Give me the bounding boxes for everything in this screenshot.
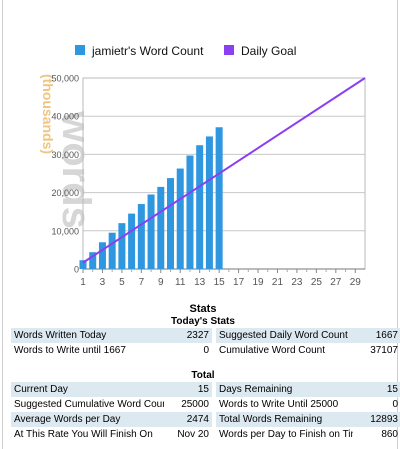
x-tick-label: 17	[233, 277, 245, 288]
stat-label: Words per Day to Finish on Time	[219, 429, 353, 440]
stat-value: 860	[381, 429, 398, 440]
stat-label: Words Written Today	[11, 328, 164, 343]
stat-value: Nov 20	[177, 429, 209, 440]
stat-value: 37107	[370, 345, 398, 356]
bar	[147, 194, 155, 269]
bar	[118, 223, 126, 269]
y-tick-label: 40,000	[51, 112, 79, 122]
table-row: Average Words per Day 2474 Total Words R…	[11, 412, 400, 427]
y-tick-label: 50,000	[51, 74, 79, 84]
table-row: Suggested Cumulative Word Count 25000 Wo…	[11, 397, 400, 412]
x-tick-label: 27	[330, 277, 342, 288]
table-row: At This Rate You Will Finish On Nov 20 W…	[11, 427, 400, 442]
stat-label: Suggested Daily Word Count	[216, 328, 353, 343]
stat-value: 15	[164, 382, 212, 397]
stat-value: 1667	[353, 328, 400, 343]
total-stats-title: Total	[191, 370, 215, 381]
stat-label: Average Words per Day	[11, 412, 164, 427]
stat-value: 25000	[181, 399, 209, 410]
y-tick-label: 20,000	[51, 188, 79, 198]
x-tick-label: 23	[291, 277, 303, 288]
table-row: Current Day 15 Days Remaining 15	[11, 382, 400, 397]
x-tick-label: 21	[272, 277, 284, 288]
stat-label: Current Day	[11, 382, 164, 397]
stat-value: 0	[392, 399, 398, 410]
stat-label: Words to Write Until 25000	[219, 399, 339, 410]
x-tick-label: 25	[311, 277, 323, 288]
bar	[108, 232, 116, 269]
stat-value: 15	[353, 382, 400, 397]
x-tick-label: 13	[194, 277, 206, 288]
x-tick-label: 7	[139, 277, 145, 288]
stats-title: Stats	[189, 303, 217, 315]
table-row: Words Written Today 2327 Suggested Daily…	[11, 328, 400, 343]
stat-label: At This Rate You Will Finish On	[14, 429, 153, 440]
bar	[157, 186, 165, 269]
goal-line	[82, 77, 366, 264]
y-tick-label: 0	[74, 265, 79, 275]
watermark-words: words	[54, 110, 98, 229]
x-tick-label: 9	[158, 277, 164, 288]
x-tick-label: 11	[175, 277, 186, 288]
word-count-chart: words(thousands) jamietr's Word Count Dail…	[40, 44, 366, 288]
y-tick-label: 30,000	[51, 150, 79, 160]
table-row: Words to Write until 1667 0 Cumulative W…	[11, 343, 400, 358]
x-tick-label: 5	[119, 277, 125, 288]
legend-swatch	[224, 45, 234, 55]
bar	[89, 252, 97, 269]
legend-label: Daily Goal	[241, 44, 296, 58]
bar	[98, 242, 106, 269]
bar	[215, 127, 223, 270]
x-tick-label: 1	[80, 277, 86, 288]
stat-label: Words to Write until 1667	[14, 345, 126, 356]
stat-label: Days Remaining	[216, 382, 353, 397]
stat-value: 2327	[164, 328, 212, 343]
total-stats-table: Current Day 15 Days Remaining 15 Suggest…	[11, 382, 400, 442]
stats-section: Stats Today's Stats Words Written Today …	[11, 303, 400, 358]
stat-label: Cumulative Word Count	[219, 345, 325, 356]
bar	[137, 204, 145, 269]
y-tick-label: 10,000	[51, 226, 79, 236]
legend-label: jamietr's Word Count	[91, 44, 204, 58]
total-stats-section: Total Current Day 15 Days Remaining 15 S…	[11, 370, 400, 442]
x-tick-label: 3	[100, 277, 106, 288]
stat-value: 0	[203, 345, 209, 356]
bar	[205, 136, 213, 269]
stat-value: 2474	[164, 412, 212, 427]
today-stats-title: Today's Stats	[171, 316, 235, 327]
stat-label: Total Words Remaining	[216, 412, 353, 427]
bar	[186, 155, 194, 269]
x-tick-label: 19	[252, 277, 264, 288]
today-stats-table: Words Written Today 2327 Suggested Daily…	[11, 328, 400, 358]
stat-value: 12893	[353, 412, 400, 427]
legend-swatch	[75, 45, 85, 55]
bar	[167, 178, 175, 269]
bar	[196, 145, 204, 269]
x-tick-label: 15	[214, 277, 226, 288]
bar	[128, 213, 136, 269]
watermark-unit: (thousands)	[40, 74, 56, 154]
x-tick-label: 29	[350, 277, 362, 288]
bar	[79, 260, 87, 269]
bar	[176, 168, 184, 269]
stat-label: Suggested Cumulative Word Count	[14, 399, 164, 410]
